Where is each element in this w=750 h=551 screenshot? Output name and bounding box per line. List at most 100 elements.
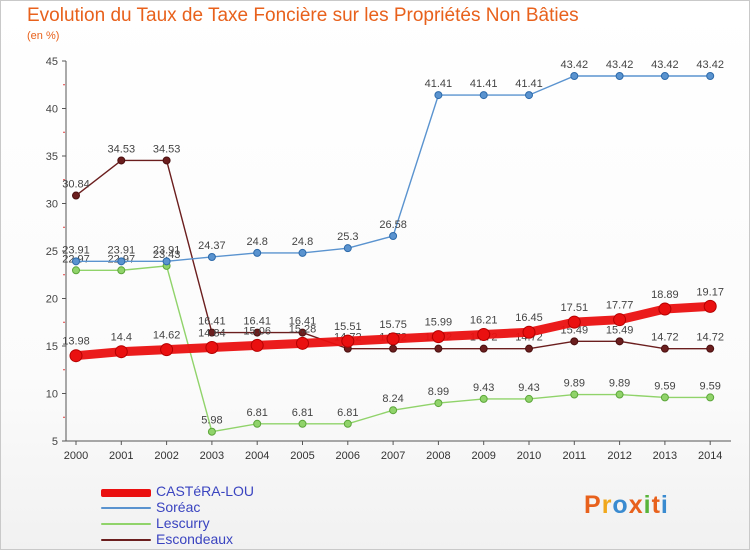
data-point-lescurry bbox=[706, 393, 715, 402]
data-label-sor-ac: 41.41 bbox=[470, 78, 498, 90]
data-label-lescurry: 9.89 bbox=[609, 378, 630, 390]
data-point-lescurry bbox=[253, 419, 262, 428]
data-point-sor-ac bbox=[72, 257, 80, 266]
data-point-sor-ac bbox=[343, 244, 352, 253]
data-point-escondeaux bbox=[162, 156, 171, 165]
y-tick-label: 10 bbox=[46, 389, 58, 401]
x-tick-label: 2002 bbox=[154, 450, 178, 462]
x-tick-label: 2012 bbox=[607, 450, 631, 462]
data-point-cast-ra-lou bbox=[431, 330, 445, 344]
data-point-sor-ac bbox=[615, 72, 624, 81]
data-point-cast-ra-lou bbox=[296, 336, 309, 350]
legend-label: Lescurry bbox=[156, 515, 210, 531]
data-label-cast-ra-lou: 16.21 bbox=[470, 315, 498, 327]
y-tick-label: 40 bbox=[46, 104, 58, 116]
legend-label: CASTéRA-LOU bbox=[156, 483, 255, 499]
data-label-cast-ra-lou: 15.28 bbox=[289, 323, 317, 335]
data-point-escondeaux bbox=[479, 344, 488, 353]
data-label-sor-ac: 25.3 bbox=[337, 231, 358, 243]
data-point-lescurry bbox=[434, 399, 443, 408]
x-tick-label: 2005 bbox=[290, 450, 314, 462]
data-label-lescurry: 8.24 bbox=[382, 393, 403, 405]
data-label-cast-ra-lou: 19.17 bbox=[696, 286, 724, 298]
data-label-sor-ac: 24.8 bbox=[246, 236, 267, 248]
chart-title: Evolution du Taux de Taxe Foncière sur l… bbox=[27, 5, 579, 26]
y-tick-label: 30 bbox=[46, 199, 58, 211]
data-label-escondeaux: 16.41 bbox=[289, 316, 317, 328]
data-label-escondeaux: 14.72 bbox=[651, 332, 679, 344]
data-label-cast-ra-lou: 15.06 bbox=[243, 325, 271, 337]
x-tick-label: 2001 bbox=[109, 450, 133, 462]
data-point-cast-ra-lou bbox=[477, 328, 491, 342]
data-point-escondeaux bbox=[207, 328, 216, 337]
data-label-sor-ac: 24.8 bbox=[292, 236, 313, 248]
data-label-sor-ac: 43.42 bbox=[696, 59, 724, 71]
data-point-escondeaux bbox=[253, 328, 262, 337]
data-label-sor-ac: 43.42 bbox=[606, 59, 634, 71]
data-point-escondeaux bbox=[706, 344, 715, 353]
x-tick-label: 2011 bbox=[562, 450, 586, 462]
data-label-cast-ra-lou: 17.77 bbox=[606, 300, 634, 312]
proxiti-logo: Proxiti bbox=[584, 491, 669, 519]
legend-swatch bbox=[101, 539, 151, 541]
data-label-escondeaux: 14.72 bbox=[696, 332, 724, 344]
legend-label: Soréac bbox=[156, 499, 201, 515]
y-tick-label: 5 bbox=[52, 436, 58, 448]
data-label-lescurry: 6.81 bbox=[246, 407, 267, 419]
data-label-lescurry: 5.98 bbox=[201, 415, 222, 427]
data-label-sor-ac: 26.58 bbox=[379, 219, 407, 231]
data-point-sor-ac bbox=[525, 91, 533, 100]
data-point-cast-ra-lou bbox=[522, 325, 536, 339]
data-point-cast-ra-lou bbox=[341, 334, 355, 348]
data-label-lescurry: 8.99 bbox=[428, 386, 449, 398]
x-tick-label: 2004 bbox=[245, 450, 269, 462]
data-point-escondeaux bbox=[615, 337, 624, 346]
data-point-cast-ra-lou bbox=[250, 338, 264, 352]
data-point-lescurry bbox=[72, 266, 80, 275]
data-point-sor-ac bbox=[298, 248, 307, 257]
x-tick-label: 2000 bbox=[64, 450, 88, 462]
data-point-sor-ac bbox=[706, 72, 715, 81]
x-tick-label: 2014 bbox=[698, 450, 722, 462]
data-label-lescurry: 9.89 bbox=[564, 378, 585, 390]
data-point-sor-ac bbox=[434, 91, 443, 100]
data-point-escondeaux bbox=[117, 156, 126, 165]
data-point-cast-ra-lou bbox=[703, 299, 717, 313]
data-point-lescurry bbox=[479, 394, 488, 403]
data-point-cast-ra-lou bbox=[69, 349, 83, 363]
data-label-lescurry: 6.81 bbox=[292, 407, 313, 419]
data-label-cast-ra-lou: 14.84 bbox=[198, 328, 226, 340]
x-tick-label: 2007 bbox=[381, 450, 405, 462]
data-label-cast-ra-lou: 15.75 bbox=[379, 319, 407, 331]
data-point-sor-ac bbox=[479, 91, 488, 100]
x-tick-label: 2013 bbox=[653, 450, 677, 462]
data-label-lescurry: 9.43 bbox=[518, 382, 539, 394]
data-point-cast-ra-lou bbox=[567, 315, 581, 329]
data-label-cast-ra-lou: 18.89 bbox=[651, 289, 679, 301]
data-label-cast-ra-lou: 14.4 bbox=[111, 332, 132, 344]
legend-label: Escondeaux bbox=[156, 531, 234, 547]
data-label-lescurry: 6.81 bbox=[337, 407, 358, 419]
data-point-lescurry bbox=[525, 394, 533, 403]
data-point-sor-ac bbox=[570, 72, 579, 81]
data-label-escondeaux: 34.53 bbox=[153, 143, 181, 155]
data-point-escondeaux bbox=[434, 344, 443, 353]
data-label-sor-ac: 23.91 bbox=[62, 244, 90, 256]
data-label-lescurry: 9.43 bbox=[473, 382, 494, 394]
data-point-cast-ra-lou bbox=[114, 345, 128, 359]
data-label-sor-ac: 43.42 bbox=[651, 59, 679, 71]
y-tick-label: 45 bbox=[46, 56, 58, 68]
data-point-sor-ac bbox=[253, 248, 262, 257]
x-tick-label: 2008 bbox=[426, 450, 450, 462]
legend-swatch bbox=[101, 489, 151, 497]
data-label-escondeaux: 16.41 bbox=[198, 316, 226, 328]
data-label-cast-ra-lou: 17.51 bbox=[561, 302, 589, 314]
data-label-escondeaux: 15.49 bbox=[606, 324, 634, 336]
data-point-lescurry bbox=[298, 419, 307, 428]
data-point-lescurry bbox=[207, 427, 216, 436]
data-label-lescurry: 9.59 bbox=[654, 380, 675, 392]
chart-subtitle: (en %) bbox=[27, 30, 60, 42]
data-label-cast-ra-lou: 13.98 bbox=[62, 336, 90, 348]
